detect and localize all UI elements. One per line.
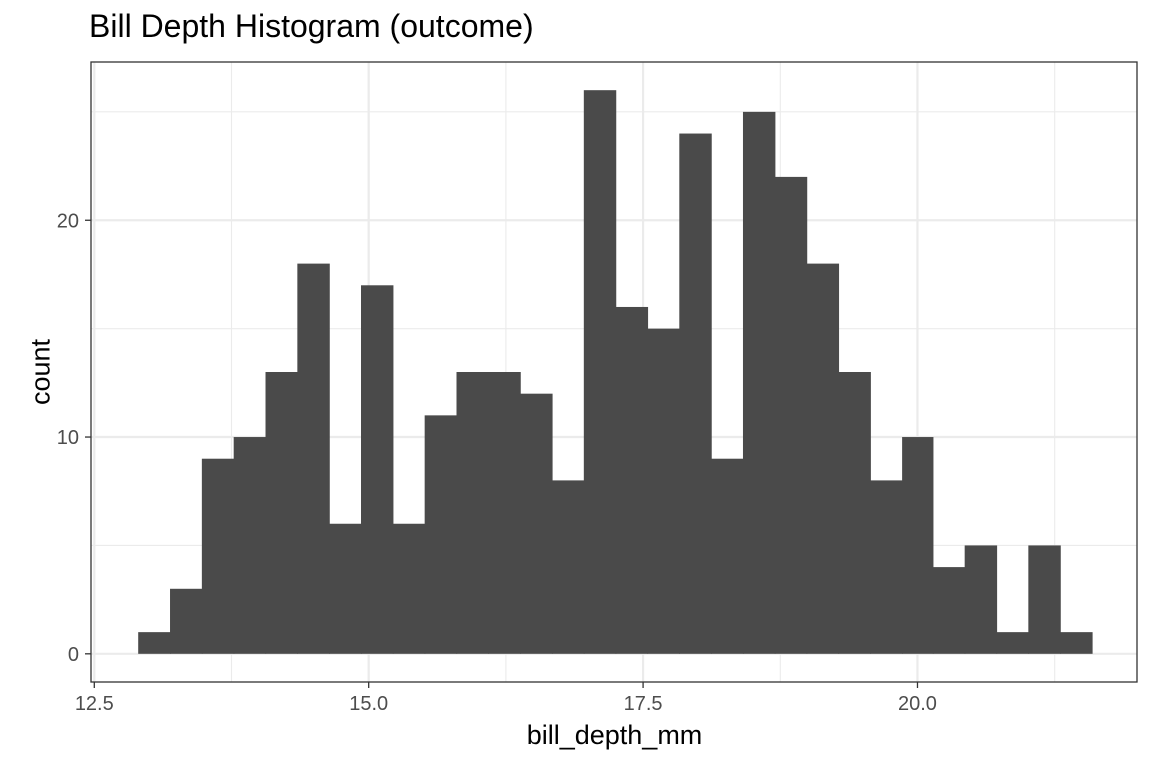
histogram-bar <box>138 632 171 654</box>
histogram-bar <box>774 176 808 654</box>
histogram-bar <box>679 133 712 654</box>
histogram-bar <box>615 306 649 654</box>
x-tick-label: 12.5 <box>75 693 114 715</box>
histogram-bar <box>488 372 521 654</box>
histogram-bar <box>392 523 426 654</box>
histogram-bar <box>329 523 362 654</box>
histogram-bar <box>456 372 489 654</box>
plot-panel-border <box>90 61 1138 683</box>
histogram-bar <box>520 393 553 654</box>
histogram-bar <box>902 437 934 654</box>
histogram-bar <box>201 458 235 654</box>
y-tick-label: 20 <box>57 210 79 232</box>
histogram-bar <box>265 372 298 654</box>
histogram-bar <box>711 458 744 654</box>
histogram-bar <box>838 372 871 654</box>
histogram-bar <box>424 415 458 654</box>
x-axis-title: bill_depth_mm <box>526 720 703 750</box>
histogram-bar <box>170 588 203 654</box>
y-tick-label: 0 <box>68 644 79 666</box>
y-axis-title: count <box>25 338 56 406</box>
x-tick-label: 17.5 <box>624 693 663 715</box>
histogram-bar <box>583 90 617 654</box>
histogram-bar <box>742 111 776 654</box>
histogram-bar <box>870 480 903 654</box>
histogram-bar <box>964 545 998 654</box>
x-tick-label: 15.0 <box>349 693 388 715</box>
histogram-bar <box>996 632 1029 654</box>
histogram-bar <box>361 285 394 654</box>
histogram-bar <box>297 263 330 654</box>
x-tick-label: 20.0 <box>898 693 937 715</box>
histogram-bar <box>551 480 585 654</box>
histogram-bar <box>1028 545 1061 654</box>
y-tick-label: 10 <box>57 427 79 449</box>
histogram-bar <box>806 263 840 654</box>
histogram-bar <box>1060 632 1093 654</box>
chart-title: Bill Depth Histogram (outcome) <box>89 8 534 44</box>
histogram-bar <box>647 328 680 654</box>
histogram-bar <box>932 567 966 654</box>
histogram-bar <box>233 437 267 654</box>
